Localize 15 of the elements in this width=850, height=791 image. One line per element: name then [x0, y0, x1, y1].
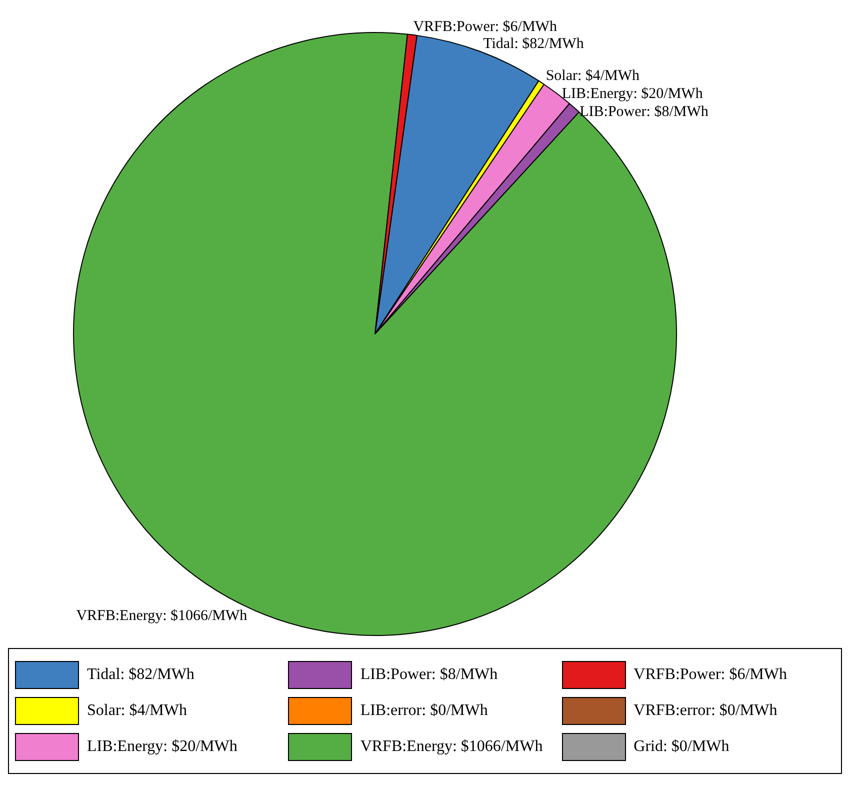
slice-label: VRFB:Energy: $1066/MWh: [76, 608, 248, 624]
legend-label: LIB:Power: $8/MWh: [360, 666, 498, 684]
legend-label: VRFB:Power: $6/MWh: [634, 666, 787, 684]
slice-label: LIB:Power: $8/MWh: [580, 104, 709, 120]
slice-label: VRFB:Power: $6/MWh: [413, 18, 558, 35]
slice-label: LIB:Energy: $20/MWh: [562, 86, 704, 102]
legend-label: Tidal: $82/MWh: [87, 666, 194, 684]
slice-label: Solar: $4/MWh: [546, 68, 640, 84]
legend-label: LIB:Energy: $20/MWh: [87, 738, 238, 756]
legend-label: LIB:error: $0/MWh: [360, 702, 488, 720]
legend-label: Solar: $4/MWh: [87, 702, 187, 720]
legend-label: Grid: $0/MWh: [634, 738, 730, 756]
slice-label: Tidal: $82/MWh: [483, 36, 584, 52]
legend-label: VRFB:error: $0/MWh: [634, 702, 778, 720]
legend-label: VRFB:Energy: $1066/MWh: [360, 738, 543, 756]
